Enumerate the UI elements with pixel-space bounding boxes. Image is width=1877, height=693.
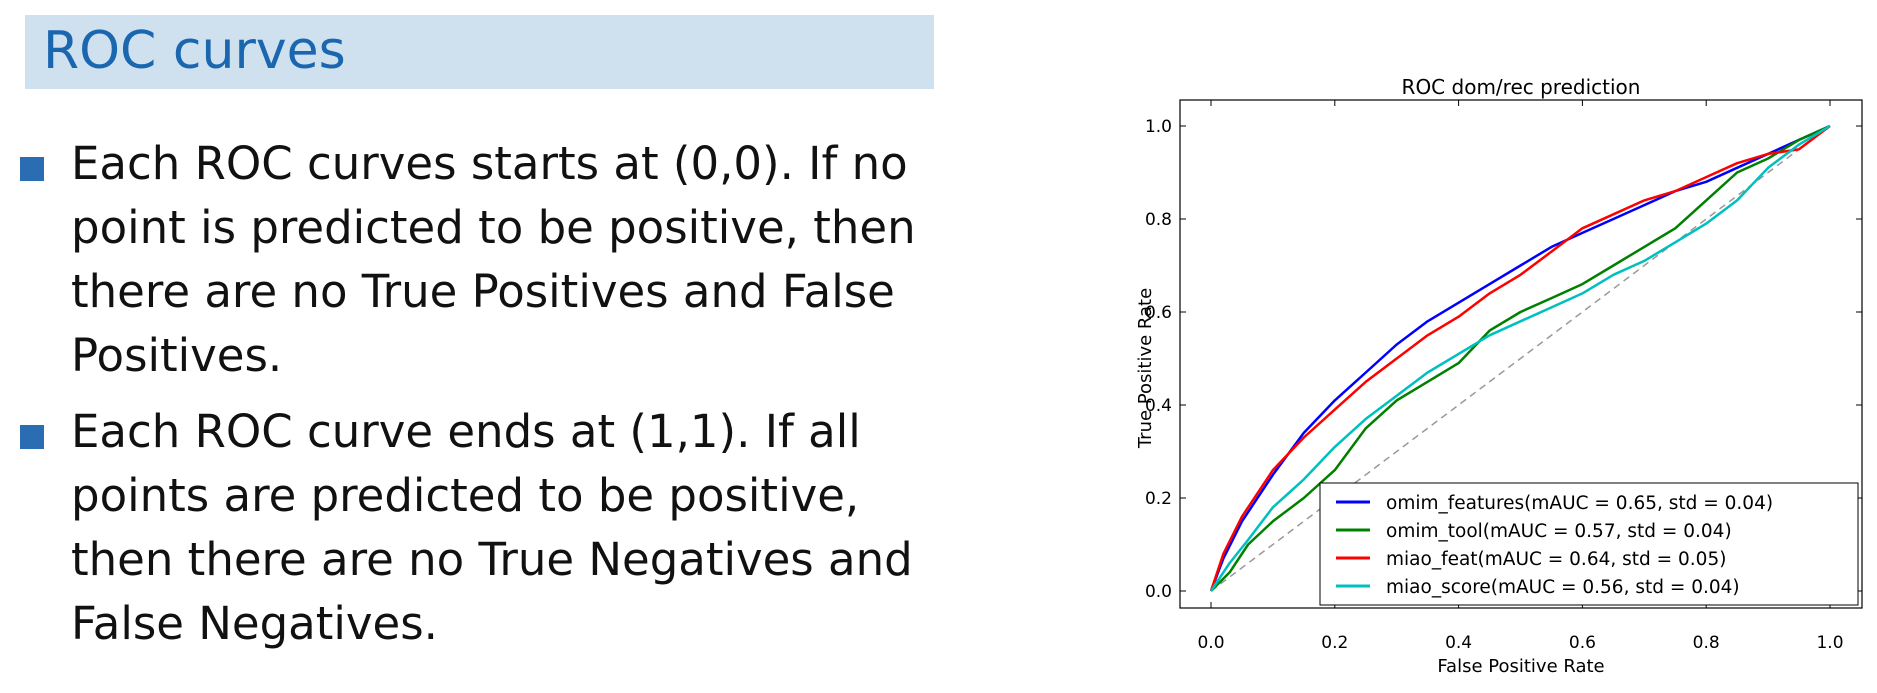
y-tick-label: 1.0 [1145,117,1172,137]
roc-chart: ROC dom/rec prediction False Positive Ra… [1135,75,1863,677]
chart-title: ROC dom/rec prediction [1402,75,1641,99]
bullet-square-icon [20,157,44,181]
slide-title-bar: ROC curves [25,15,934,89]
x-tick-label: 0.2 [1321,633,1348,653]
x-tick-label: 1.0 [1816,633,1843,653]
legend-label: miao_feat(mAUC = 0.64, std = 0.05) [1386,549,1726,570]
legend-label: omim_features(mAUC = 0.65, std = 0.04) [1386,493,1773,514]
x-tick-label: 0.0 [1197,633,1224,653]
x-tick-label: 0.6 [1569,633,1596,653]
bullet-list: Each ROC curves starts at (0,0). If no p… [20,132,920,668]
bullet-text: Each ROC curve ends at (1,1). If all poi… [71,405,913,650]
y-tick-label: 0.0 [1145,582,1172,602]
y-tick-label: 0.8 [1145,210,1172,230]
bullet-item: Each ROC curves starts at (0,0). If no p… [20,132,920,388]
legend-box [1319,482,1859,606]
y-axis-label: True Positive Rate [1135,288,1156,449]
x-axis-label: False Positive Rate [1437,656,1604,677]
diagonal-reference-line [1210,125,1831,592]
bullet-text: Each ROC curves starts at (0,0). If no p… [71,137,916,382]
y-tick-label: 0.6 [1145,303,1172,323]
axis-ticks: 0.0 0.2 0.4 0.6 0.8 1.0 0.0 0.2 0.4 0.6 0.8 1.0 [1145,100,1862,653]
roc-curve-line [1209,125,1831,592]
roc-curves [1209,124,1831,592]
legend-label: miao_score(mAUC = 0.56, std = 0.04) [1386,577,1740,598]
x-tick-label: 0.4 [1445,633,1472,653]
slide-title: ROC curves [43,21,346,81]
bullet-square-icon [20,425,44,449]
x-tick-label: 0.8 [1693,633,1720,653]
y-tick-label: 0.4 [1145,396,1172,416]
roc-curve-line [1209,124,1831,592]
y-tick-label: 0.2 [1145,489,1172,509]
roc-curve-line [1210,124,1831,592]
legend: omim_features(mAUC = 0.65, std = 0.04) om… [1319,482,1859,606]
legend-label: omim_tool(mAUC = 0.57, std = 0.04) [1386,521,1732,542]
bullet-item: Each ROC curve ends at (1,1). If all poi… [20,400,920,656]
